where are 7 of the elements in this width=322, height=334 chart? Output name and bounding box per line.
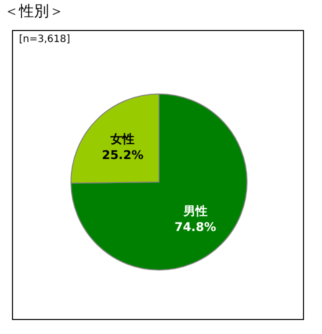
text: [n=3,618] [19, 34, 70, 45]
chart-title: ＜性別＞ [4, 2, 64, 21]
pie-slice [70, 94, 248, 270]
data-label: 74.8% [174, 220, 216, 234]
slice-label: 女性 [110, 132, 135, 146]
data-label: 25.2% [102, 148, 144, 162]
slice-label: 男性 [182, 204, 208, 218]
